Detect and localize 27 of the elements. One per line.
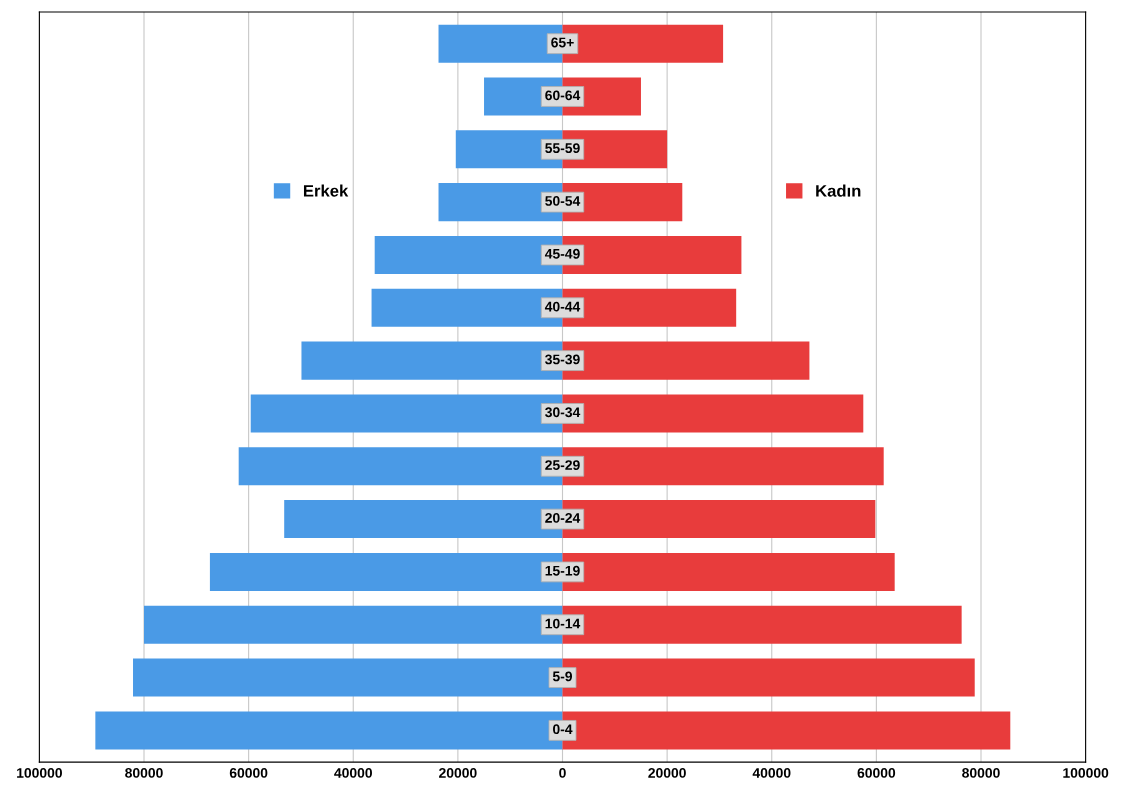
x-tick-label: 40000 bbox=[334, 768, 372, 778]
y-tick-label: 35-39 bbox=[545, 354, 580, 365]
y-tick-label: 25-29 bbox=[545, 460, 580, 470]
y-tick-label: 60-64 bbox=[545, 90, 581, 101]
y-tick-label: 50-54 bbox=[545, 196, 581, 206]
x-tick-label: 0 bbox=[559, 768, 566, 778]
y-tick-label: 45-49 bbox=[544, 248, 580, 259]
y-tick-label: 20-24 bbox=[545, 512, 581, 523]
y-tick-label: 5-9 bbox=[552, 671, 573, 682]
y-tick-label: 30-34 bbox=[545, 407, 581, 418]
y-tick-label: 55-59 bbox=[545, 143, 580, 154]
x-tick-label: 80000 bbox=[962, 768, 1000, 778]
x-tick-label: 40000 bbox=[752, 768, 791, 778]
y-tick-label: 0-4 bbox=[553, 724, 573, 735]
x-tick-label: 100000 bbox=[17, 768, 62, 778]
x-tick-label: 100000 bbox=[1063, 768, 1109, 778]
y-tick-label: 65+ bbox=[551, 37, 574, 48]
x-tick-label: 80000 bbox=[125, 768, 163, 778]
x-tick-label: 20000 bbox=[439, 768, 477, 778]
legend-label: Erkek bbox=[303, 184, 349, 197]
legend-label: Kadın bbox=[816, 184, 861, 197]
y-tick-label: 40-44 bbox=[544, 301, 581, 312]
x-tick-label: 60000 bbox=[229, 768, 268, 778]
y-tick-label: 10-14 bbox=[545, 618, 581, 629]
y-tick-label: 15-19 bbox=[545, 565, 580, 576]
x-tick-label: 20000 bbox=[648, 768, 686, 778]
x-tick-label: 60000 bbox=[857, 768, 896, 778]
